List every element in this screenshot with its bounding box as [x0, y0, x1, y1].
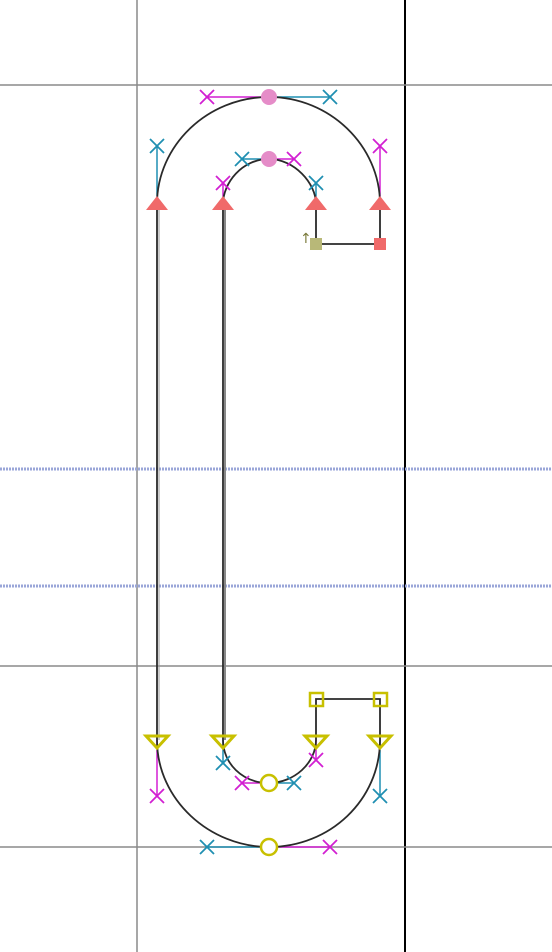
tangent-point-triangle-icon[interactable]	[301, 734, 331, 751]
tangent-point-triangle-icon[interactable]	[208, 734, 238, 751]
corner-point-square-icon[interactable]	[374, 238, 386, 250]
off-curve-handle-x-icon[interactable]	[286, 151, 302, 167]
oncurve-markers[interactable]	[142, 89, 395, 857]
smooth-extremum-point-icon[interactable]	[261, 151, 277, 167]
tangent-point-triangle-icon[interactable]	[369, 196, 391, 210]
curve-point-circle-icon[interactable]	[259, 773, 279, 793]
off-curve-handle-x-icon[interactable]	[215, 175, 231, 191]
off-curve-handle-x-icon[interactable]	[199, 89, 215, 105]
start-direction-arrow-icon: ↑	[300, 231, 312, 247]
tangent-point-triangle-icon[interactable]	[305, 196, 327, 210]
off-curve-handle-x-icon[interactable]	[322, 89, 338, 105]
smooth-extremum-point-icon[interactable]	[261, 89, 277, 105]
start-point-square-icon[interactable]	[310, 238, 322, 250]
off-curve-handle-x-icon[interactable]	[286, 775, 302, 791]
off-curve-handle-x-icon[interactable]	[234, 151, 250, 167]
glyph-outline[interactable]	[156, 96, 381, 848]
off-curve-handle-x-icon[interactable]	[322, 839, 338, 855]
off-curve-handle-x-icon[interactable]	[215, 755, 231, 771]
tangent-point-triangle-icon[interactable]	[212, 196, 234, 210]
handle-lines	[156, 96, 381, 848]
off-curve-handle-x-icon[interactable]	[149, 138, 165, 154]
off-curve-handle-x-icon[interactable]	[199, 839, 215, 855]
tangent-point-triangle-icon[interactable]	[146, 196, 168, 210]
off-curve-handle-x-icon[interactable]	[372, 138, 388, 154]
outer-contour[interactable]	[156, 96, 381, 848]
off-curve-handle-x-icon[interactable]	[308, 175, 324, 191]
off-curve-handle-x-icon[interactable]	[234, 775, 250, 791]
curve-point-circle-icon[interactable]	[259, 837, 279, 857]
offcurve-markers[interactable]	[149, 89, 388, 855]
tangent-point-triangle-icon[interactable]	[365, 734, 395, 751]
corner-point-square-icon[interactable]	[372, 691, 389, 708]
tangent-point-triangle-icon[interactable]	[142, 734, 172, 751]
off-curve-handle-x-icon[interactable]	[149, 788, 165, 804]
off-curve-handle-x-icon[interactable]	[308, 752, 324, 768]
corner-point-square-icon[interactable]	[308, 691, 325, 708]
off-curve-handle-x-icon[interactable]	[372, 788, 388, 804]
